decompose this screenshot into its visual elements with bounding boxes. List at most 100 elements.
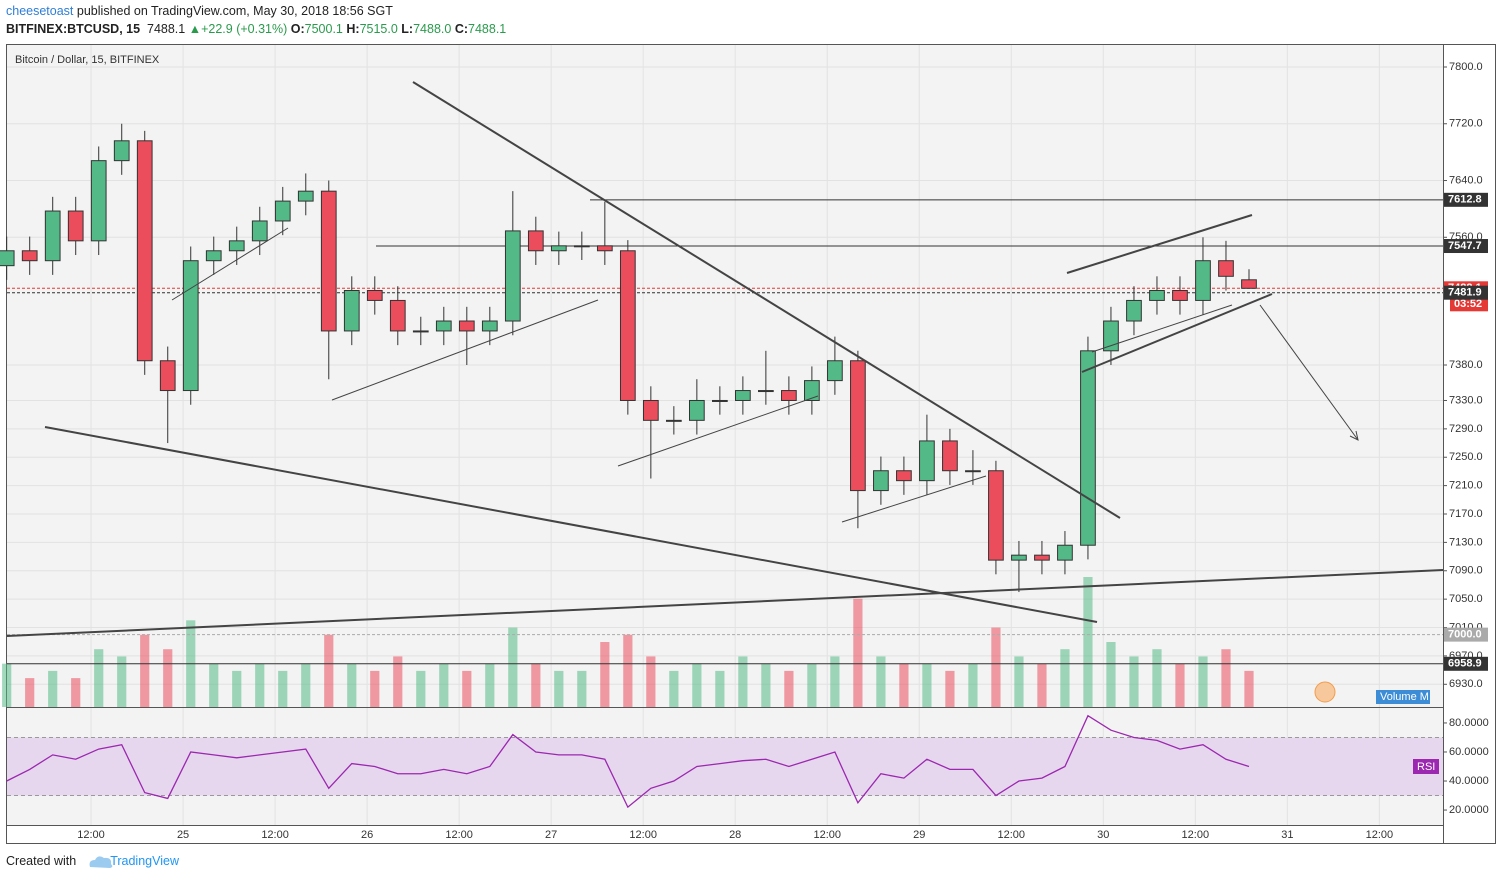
candle-body	[504, 230, 521, 322]
candle-body	[435, 320, 452, 332]
candle-body	[274, 200, 291, 222]
candle-body	[642, 399, 659, 421]
volume-bar	[853, 598, 863, 707]
trendline	[1066, 214, 1253, 274]
y-tick-label: 7720.0	[1449, 118, 1483, 130]
candle-body	[205, 250, 222, 262]
volume-bar	[899, 663, 909, 707]
x-tick-label: 12:00	[813, 829, 841, 841]
ohlc-key: L:	[401, 22, 414, 36]
ohlc-value: 7500.1	[304, 22, 343, 36]
logo-cloud	[89, 856, 113, 868]
candle-body	[67, 210, 84, 242]
y-tick-label: 7800.0	[1449, 61, 1483, 73]
candle-body	[343, 290, 360, 332]
candle-body	[1218, 260, 1234, 277]
x-tick-label: 30	[1097, 829, 1109, 841]
trendline	[617, 395, 819, 467]
price-label: 7547.7	[1448, 240, 1482, 252]
volume-bar	[232, 670, 242, 707]
volume-bar	[1083, 577, 1093, 707]
volume-bar	[646, 656, 656, 707]
candle-body	[228, 240, 245, 252]
candle-body	[735, 390, 751, 401]
volume-bar	[623, 634, 633, 707]
price-label: 7000.0	[1448, 629, 1482, 641]
candle-body	[1149, 290, 1165, 301]
y-tick-label: 7380.0	[1449, 359, 1483, 371]
x-tick-label: 12:00	[629, 829, 657, 841]
candle-body	[44, 210, 61, 262]
rsi-badge[interactable]	[1413, 759, 1439, 774]
volume-bar	[991, 627, 1001, 707]
volume-badge[interactable]	[1376, 690, 1430, 704]
volume-bar	[416, 670, 426, 707]
volume-bar	[393, 656, 403, 707]
volume-bar	[301, 663, 311, 707]
x-tick-label: 28	[729, 829, 741, 841]
candle-body	[988, 470, 1004, 561]
arrow: ▲	[188, 22, 202, 36]
volume-bar	[485, 663, 495, 707]
x-tick-label: 12:00	[261, 829, 289, 841]
volume-bar	[715, 670, 725, 707]
candle-body	[1057, 544, 1073, 561]
volume-bar	[48, 670, 58, 707]
volume-bar	[669, 670, 679, 707]
candle-body	[1103, 320, 1119, 352]
volume-bar	[117, 656, 127, 707]
y-tick-label: 7250.0	[1449, 451, 1483, 463]
symbol: BITFINEX:BTCUSD, 15	[6, 22, 141, 36]
rsi-line	[6, 714, 1250, 809]
volume-bar	[784, 670, 794, 707]
ohlc-value: 7515.0	[359, 22, 398, 36]
volume-bar	[692, 663, 702, 707]
volume-bar	[163, 649, 173, 707]
candle-body	[550, 245, 567, 252]
y-tick-label: 7210.0	[1449, 480, 1483, 492]
trendline	[331, 299, 599, 401]
candle-body	[665, 419, 682, 422]
grid	[7, 45, 1443, 825]
time-axis-bg	[7, 825, 1443, 843]
brand[interactable]: TradingView	[110, 854, 179, 868]
volume-bar	[830, 656, 840, 707]
candle-body	[458, 320, 475, 332]
symbol-line: BITFINEX:BTCUSD, 15 7488.1 ▲+22.9 (+0.31…	[6, 22, 506, 36]
volume-bar	[761, 663, 771, 707]
candle-body	[366, 290, 383, 301]
y-tick-label: 6930.0	[1449, 678, 1483, 690]
candle-body	[297, 190, 314, 202]
channel-lines	[171, 227, 1359, 523]
published: published on TradingView.com, May 30, 20…	[76, 4, 393, 18]
volume-bar	[968, 663, 978, 707]
author[interactable]: cheesetoast	[6, 4, 74, 18]
volume-name: Volume M	[1380, 691, 1429, 703]
y-tick-label: 7290.0	[1449, 423, 1483, 435]
candle-body	[182, 260, 199, 392]
y-tick-label: 7050.0	[1449, 593, 1483, 605]
volume-bar	[738, 656, 748, 707]
countdown: 03:52	[1454, 298, 1482, 310]
last: 7488.1	[147, 22, 186, 36]
volume-bar	[600, 642, 610, 707]
volume-bar	[439, 663, 449, 707]
brand-logo	[89, 856, 113, 868]
y-tick-label: 7130.0	[1449, 536, 1483, 548]
volume-bar	[1129, 656, 1139, 707]
volume-bar	[347, 663, 357, 707]
volume-bar	[255, 663, 265, 707]
y-tick-label: 7170.0	[1449, 508, 1483, 520]
candle-body	[1241, 279, 1257, 289]
candle-body	[827, 360, 843, 382]
volume-bar	[1244, 670, 1254, 707]
trendline	[6, 569, 1444, 637]
arrow-line	[1259, 304, 1359, 441]
events-icon[interactable]	[1314, 681, 1336, 703]
candle-body	[965, 470, 981, 473]
volume-bar	[71, 678, 81, 707]
trendline	[1081, 293, 1273, 373]
volume-bar	[531, 663, 541, 707]
x-tick-label: 27	[545, 829, 557, 841]
volume-bar	[324, 634, 334, 707]
